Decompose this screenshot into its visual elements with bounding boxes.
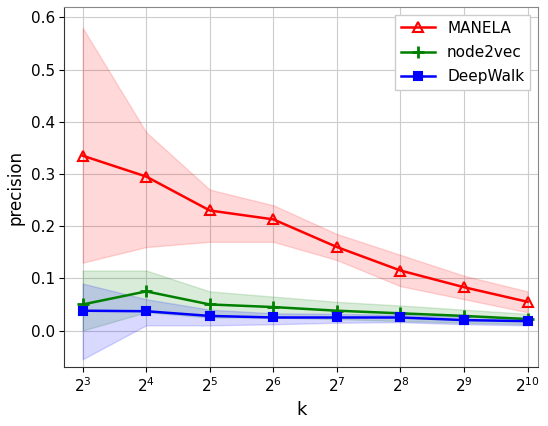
DeepWalk <box>79 308 86 313</box>
DeepWalk <box>143 309 150 314</box>
DeepWalk <box>461 317 467 322</box>
DeepWalk <box>397 315 404 320</box>
DeepWalk <box>524 319 531 324</box>
DeepWalk <box>334 315 340 320</box>
MANELA <box>461 285 467 290</box>
MANELA <box>397 268 404 273</box>
Line: MANELA: MANELA <box>78 151 533 307</box>
node2vec <box>397 311 404 316</box>
X-axis label: k: k <box>296 401 306 419</box>
MANELA <box>207 208 213 213</box>
node2vec <box>270 305 277 310</box>
node2vec <box>79 302 86 307</box>
node2vec <box>524 317 531 322</box>
MANELA <box>79 153 86 158</box>
DeepWalk <box>270 315 277 320</box>
Line: DeepWalk: DeepWalk <box>78 307 532 325</box>
MANELA <box>334 245 340 250</box>
node2vec <box>334 308 340 313</box>
MANELA <box>524 299 531 305</box>
node2vec <box>143 289 150 294</box>
MANELA <box>143 174 150 179</box>
node2vec <box>207 302 213 307</box>
node2vec <box>461 314 467 319</box>
DeepWalk <box>207 314 213 319</box>
Legend: MANELA, node2vec, DeepWalk: MANELA, node2vec, DeepWalk <box>395 14 530 90</box>
Line: node2vec: node2vec <box>76 285 534 325</box>
MANELA <box>270 217 277 222</box>
Y-axis label: precision: precision <box>7 150 25 225</box>
